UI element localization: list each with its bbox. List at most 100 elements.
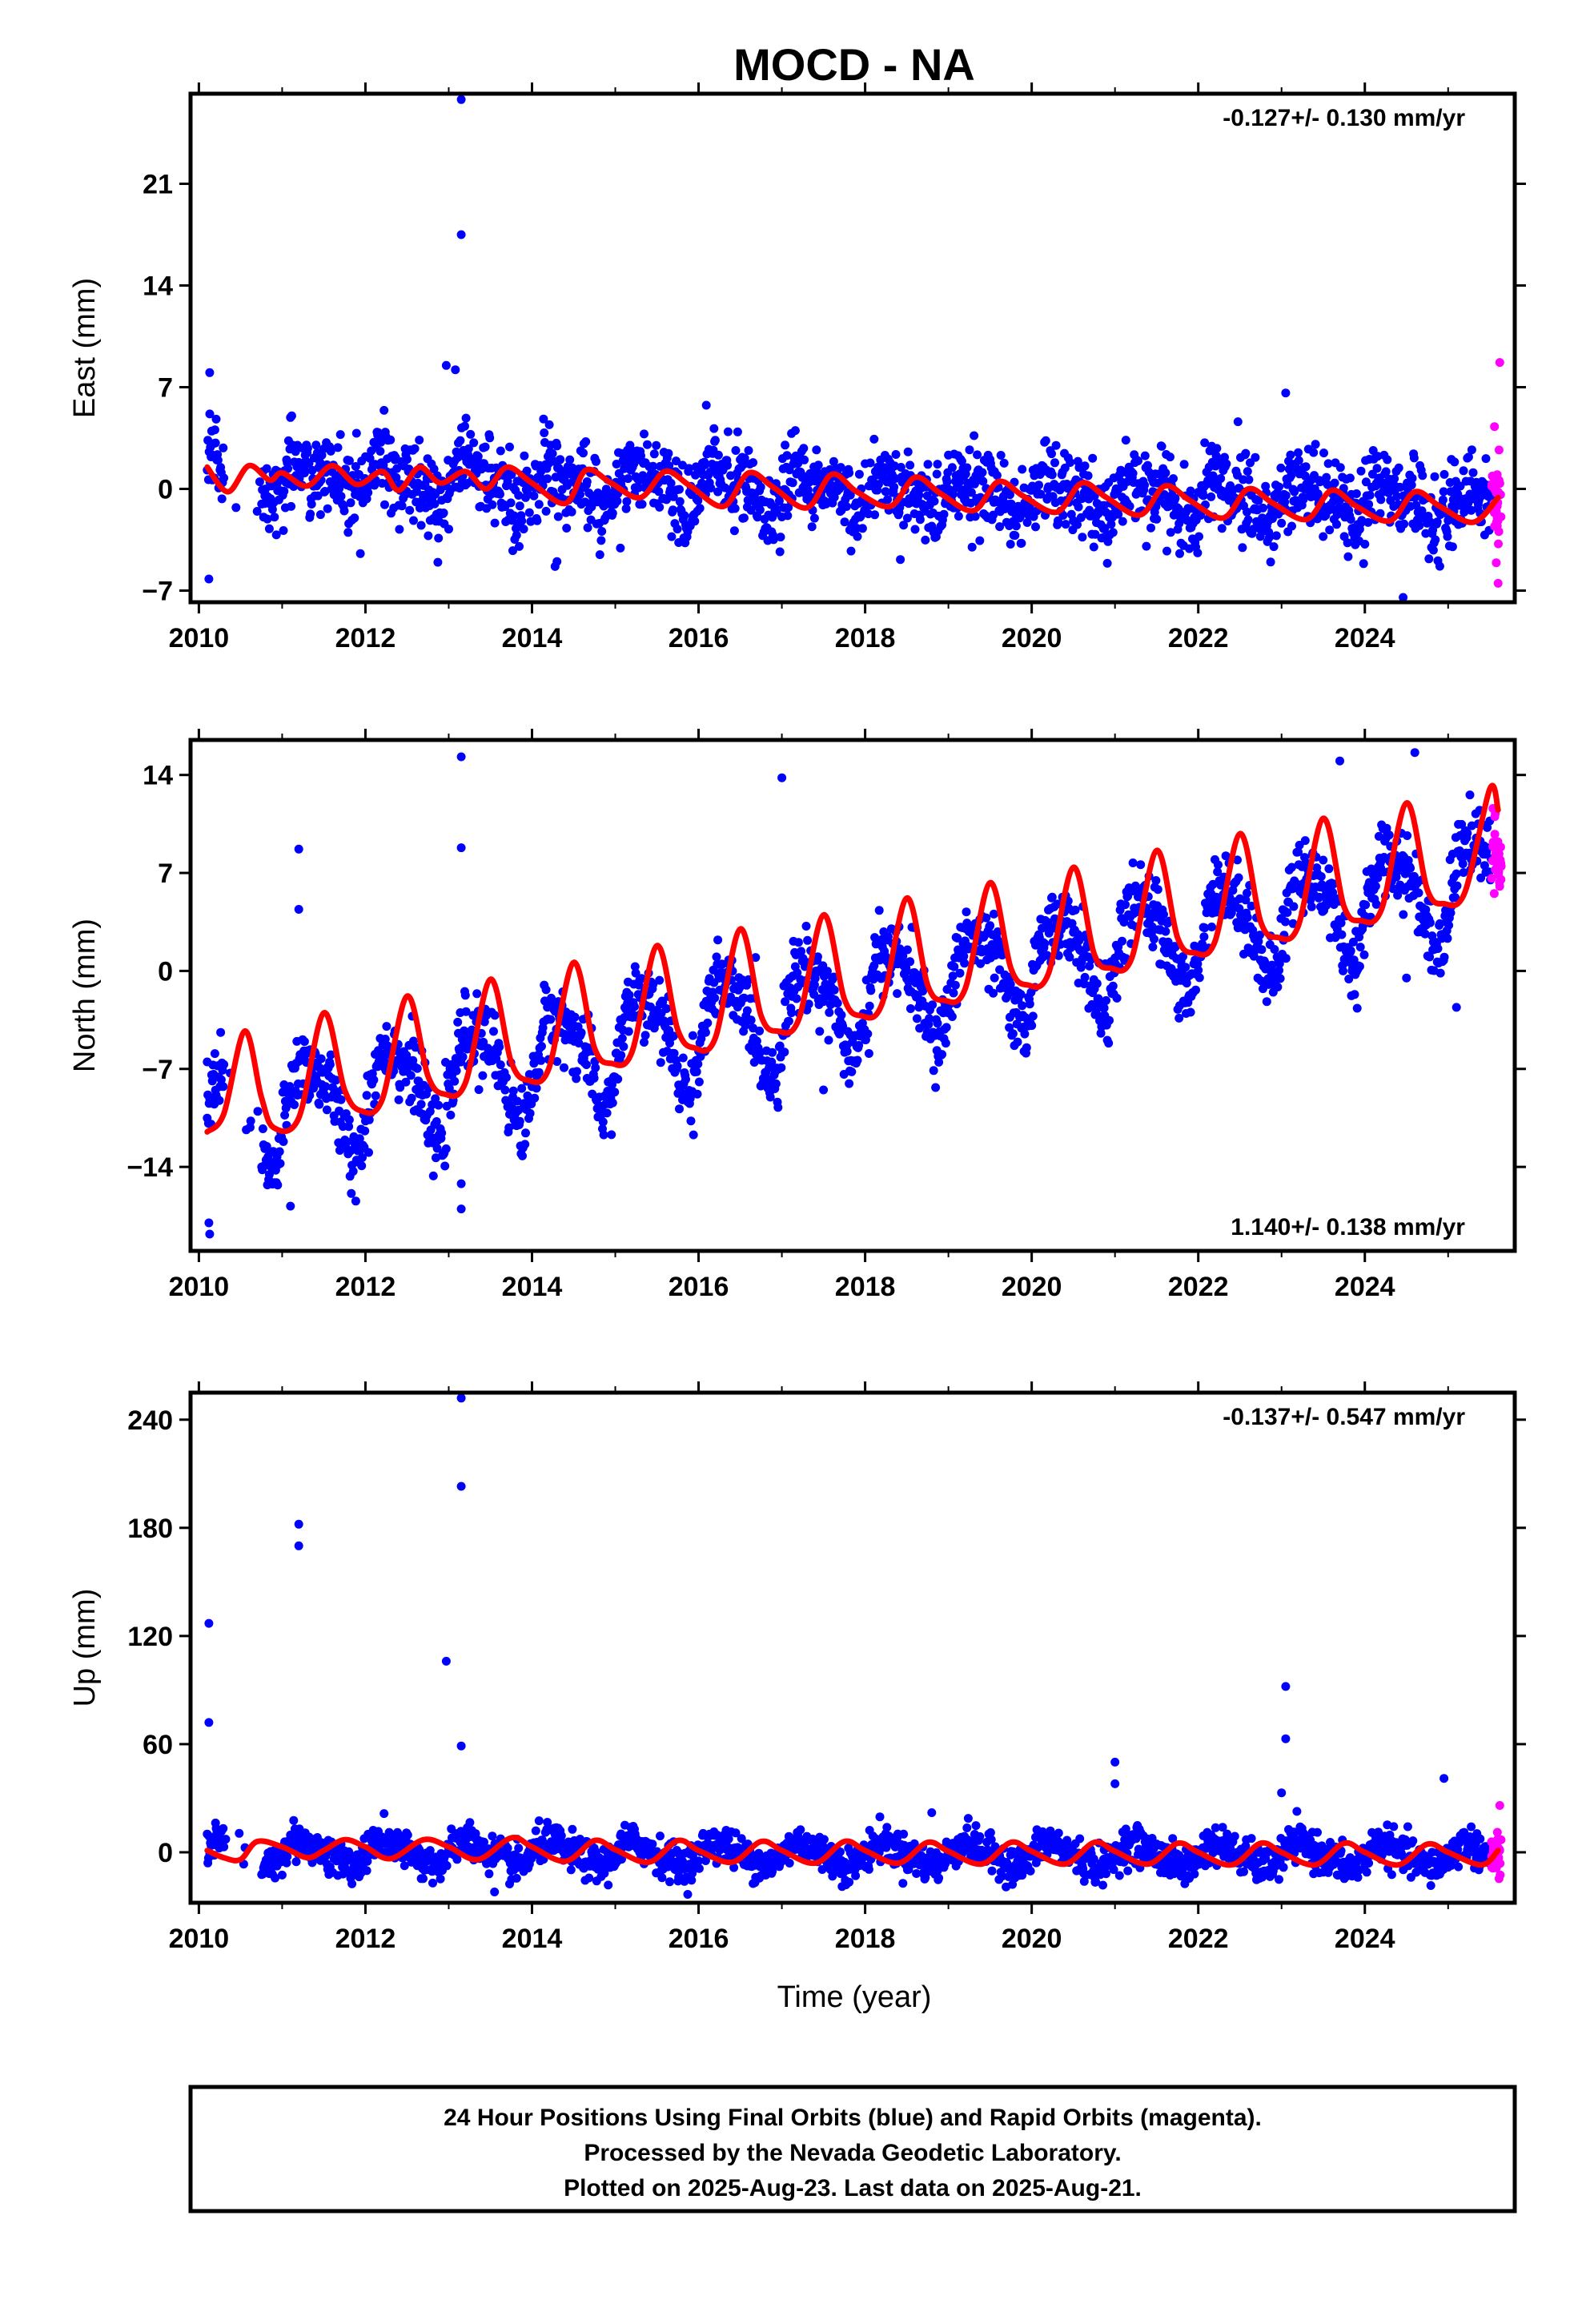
final-orbit-point <box>503 476 512 486</box>
final-orbit-point <box>824 1035 833 1045</box>
final-orbit-point <box>335 484 344 493</box>
final-orbit-point <box>931 1083 941 1092</box>
final-orbit-point <box>291 1857 301 1867</box>
final-orbit-point <box>1074 502 1083 512</box>
final-orbit-point <box>792 994 801 1003</box>
final-orbit-point <box>275 1147 284 1156</box>
final-orbit-point <box>1384 830 1394 840</box>
rapid-orbit-point <box>1496 512 1506 521</box>
final-orbit-point <box>472 989 482 999</box>
final-orbit-point <box>656 1831 665 1841</box>
final-orbit-point <box>536 1055 546 1065</box>
final-orbit-point <box>1243 515 1253 525</box>
rapid-orbit-point <box>1493 837 1503 846</box>
final-orbit-point <box>948 489 958 499</box>
final-orbit-point <box>655 975 665 985</box>
north-y-axis-label: North (mm) <box>68 919 102 1072</box>
final-orbit-point <box>915 515 925 525</box>
final-orbit-point <box>395 525 404 534</box>
final-orbit-point <box>1073 520 1082 529</box>
final-orbit-point <box>480 442 490 452</box>
final-orbit-point <box>662 495 671 505</box>
final-orbit-point <box>424 531 433 541</box>
final-orbit-point <box>484 1869 494 1879</box>
final-orbit-point <box>1199 932 1209 942</box>
final-orbit-point <box>362 1091 371 1100</box>
final-orbit-point <box>392 464 402 473</box>
final-orbit-point <box>1319 532 1328 541</box>
final-orbit-point <box>1191 985 1200 995</box>
final-orbit-point <box>294 905 303 914</box>
final-orbit-point <box>1065 952 1074 962</box>
final-orbit-point <box>262 464 271 473</box>
final-orbit-point <box>544 420 554 429</box>
final-orbit-point <box>942 477 952 487</box>
final-orbit-point <box>407 1093 416 1103</box>
final-orbit-point <box>524 508 534 517</box>
final-orbit-point <box>829 456 838 466</box>
final-orbit-point <box>456 94 466 104</box>
final-orbit-point <box>1465 790 1475 800</box>
final-orbit-point <box>1307 902 1316 911</box>
final-orbit-point <box>485 433 495 443</box>
final-orbit-point <box>1359 559 1368 569</box>
final-orbit-point <box>568 1824 577 1834</box>
final-orbit-point <box>595 550 604 560</box>
final-orbit-point <box>746 1015 756 1025</box>
final-orbit-point <box>264 524 274 533</box>
final-orbit-point <box>637 500 647 509</box>
final-orbit-point <box>410 444 420 453</box>
final-orbit-point <box>1415 521 1424 530</box>
final-orbit-point <box>1102 558 1112 568</box>
final-orbit-point <box>701 1027 710 1037</box>
final-orbit-point <box>517 1084 527 1093</box>
final-orbit-point <box>666 478 676 488</box>
final-orbit-point <box>552 557 562 566</box>
final-orbit-point <box>351 1196 360 1206</box>
final-orbit-point <box>502 1072 511 1082</box>
final-orbit-point <box>675 485 684 494</box>
final-orbit-point <box>706 483 716 493</box>
final-orbit-point <box>1393 891 1403 900</box>
final-orbit-point <box>1016 990 1026 999</box>
final-orbit-point <box>1022 518 1032 527</box>
final-orbit-point <box>1438 495 1447 505</box>
final-orbit-point <box>216 1027 226 1037</box>
final-orbit-point <box>649 449 659 459</box>
final-orbit-point <box>496 489 504 499</box>
final-orbit-point <box>403 1830 412 1839</box>
final-orbit-point <box>624 991 634 999</box>
final-orbit-point <box>1142 541 1151 551</box>
final-orbit-point <box>656 1058 665 1068</box>
final-orbit-point <box>522 466 532 476</box>
final-orbit-point <box>902 945 912 955</box>
final-orbit-point <box>1251 452 1260 462</box>
final-orbit-point <box>1011 521 1021 531</box>
final-orbit-point <box>1047 449 1056 459</box>
final-orbit-point <box>205 368 215 377</box>
final-orbit-point <box>1108 528 1118 537</box>
final-orbit-point <box>970 431 979 440</box>
final-orbit-point <box>690 517 700 526</box>
final-orbit-point <box>490 518 500 528</box>
final-orbit-point <box>1351 489 1361 498</box>
final-orbit-point <box>1414 888 1423 898</box>
final-orbit-point <box>1112 993 1122 1003</box>
final-orbit-point <box>1194 966 1203 975</box>
final-orbit-point <box>364 1148 373 1157</box>
final-orbit-point <box>755 505 765 515</box>
final-orbit-point <box>592 456 600 466</box>
final-orbit-point <box>742 1006 752 1015</box>
east-y-axis-label: East (mm) <box>68 278 102 418</box>
final-orbit-point <box>776 533 785 542</box>
final-orbit-point <box>552 441 562 451</box>
final-orbit-point <box>489 1027 498 1036</box>
final-orbit-point <box>1161 468 1170 477</box>
final-orbit-point <box>930 497 939 506</box>
final-orbit-point <box>1286 450 1295 460</box>
final-orbit-point <box>833 999 842 1008</box>
final-orbit-point <box>294 457 303 467</box>
final-orbit-point <box>347 1879 357 1888</box>
final-orbit-point <box>1047 470 1057 480</box>
